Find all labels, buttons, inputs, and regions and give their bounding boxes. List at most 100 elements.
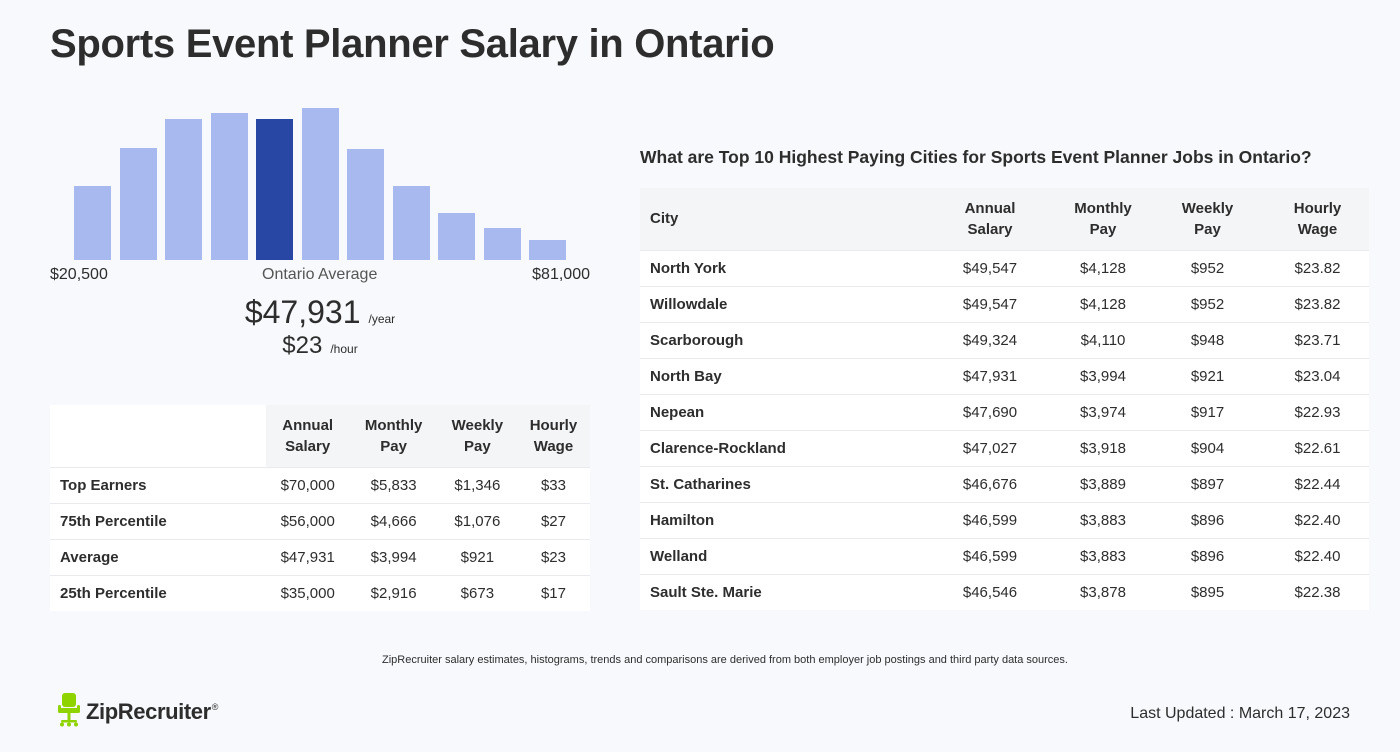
weekly-pay: $921 [437, 538, 517, 575]
hourly-wage: $23.71 [1266, 321, 1369, 358]
header-annual-salary: Annual Salary [266, 405, 350, 467]
weekly-pay: $952 [1149, 249, 1266, 286]
histogram-bar-average [256, 119, 293, 260]
average-annual-value: $47,931 [244, 294, 361, 330]
city-name: Nepean [640, 393, 923, 430]
annual-salary: $47,931 [266, 538, 350, 575]
weekly-pay: $895 [1149, 573, 1266, 610]
city-row: North York $49,547 $4,128 $952 $23.82 [640, 249, 1369, 286]
monthly-pay: $4,128 [1057, 249, 1149, 286]
weekly-pay: $896 [1149, 537, 1266, 574]
histogram-range-max: $81,000 [532, 266, 590, 283]
weekly-pay: $896 [1149, 501, 1266, 538]
header-weekly-pay: Weekly Pay [437, 405, 517, 467]
annual-salary: $49,547 [923, 249, 1057, 286]
city-row: Hamilton $46,599 $3,883 $896 $22.40 [640, 501, 1369, 538]
monthly-pay: $3,918 [1057, 429, 1149, 466]
weekly-pay: $897 [1149, 465, 1266, 502]
annual-salary: $56,000 [266, 502, 350, 539]
monthly-pay: $3,883 [1057, 537, 1149, 574]
city-name: St. Catharines [640, 465, 923, 502]
weekly-pay: $952 [1149, 285, 1266, 322]
header-blank [50, 405, 266, 467]
average-hourly-value: $23 [282, 332, 323, 359]
histogram-bar [529, 240, 566, 260]
salary-histogram [50, 100, 590, 260]
hourly-wage: $22.40 [1266, 501, 1369, 538]
hourly-wage: $23.04 [1266, 357, 1369, 394]
data-source-note: ZipRecruiter salary estimates, histogram… [382, 654, 1068, 666]
weekly-pay: $921 [1149, 357, 1266, 394]
hourly-wage: $22.38 [1266, 573, 1369, 610]
city-row: North Bay $47,931 $3,994 $921 $23.04 [640, 357, 1369, 394]
city-name: Sault Ste. Marie [640, 573, 923, 610]
ziprecruiter-logo[interactable]: ZipRecruiter ® [58, 692, 219, 732]
weekly-pay: $673 [437, 574, 517, 611]
histogram-bar [165, 119, 202, 260]
average-annual: $47,931/year [0, 294, 640, 331]
annual-salary: $49,547 [923, 285, 1057, 322]
histogram-bar [483, 228, 521, 260]
header-weekly-pay: Weekly Pay [1149, 188, 1266, 250]
average-hourly: $23/hour [0, 332, 640, 360]
city-row: Sault Ste. Marie $46,546 $3,878 $895 $22.38 [640, 573, 1369, 610]
hourly-wage: $22.61 [1266, 429, 1369, 466]
annual-salary: $46,599 [923, 501, 1057, 538]
city-row: Welland $46,599 $3,883 $896 $22.40 [640, 537, 1369, 574]
city-name: Welland [640, 537, 923, 574]
city-row: Nepean $47,690 $3,974 $917 $22.93 [640, 393, 1369, 430]
annual-salary: $49,324 [923, 321, 1057, 358]
annual-salary: $47,931 [923, 357, 1057, 394]
histogram-bar [347, 149, 384, 260]
last-updated: Last Updated : March 17, 2023 [1130, 705, 1350, 722]
histogram-average-label: Ontario Average [262, 266, 378, 283]
chair-icon [58, 692, 80, 732]
hourly-wage: $27 [516, 502, 590, 539]
city-name: Hamilton [640, 501, 923, 538]
monthly-pay: $3,994 [1057, 357, 1149, 394]
percentile-row: 75th Percentile $56,000 $4,666 $1,076 $27 [50, 502, 590, 539]
logo-wordmark: ZipRecruiter [86, 699, 211, 724]
average-annual-unit: /year [368, 312, 396, 326]
percentile-table-header: Annual Salary Monthly Pay Weekly Pay Hourly… [50, 405, 590, 467]
monthly-pay: $4,128 [1057, 285, 1149, 322]
header-monthly-pay: Monthly Pay [1057, 188, 1149, 250]
hourly-wage: $23.82 [1266, 285, 1369, 322]
monthly-pay: $3,889 [1057, 465, 1149, 502]
percentile-table: Annual Salary Monthly Pay Weekly Pay Hourly… [50, 405, 590, 611]
annual-salary: $35,000 [266, 574, 350, 611]
weekly-pay: $948 [1149, 321, 1266, 358]
hourly-wage: $22.44 [1266, 465, 1369, 502]
annual-salary: $47,690 [923, 393, 1057, 430]
histogram-range-min: $20,500 [50, 266, 108, 283]
monthly-pay: $3,994 [349, 538, 438, 575]
monthly-pay: $2,916 [349, 574, 438, 611]
monthly-pay: $3,878 [1057, 573, 1149, 610]
histogram-bar [119, 148, 157, 260]
histogram-bar [392, 186, 430, 260]
city-name: North York [640, 249, 923, 286]
header-city: City [640, 188, 923, 250]
header-hourly-wage: Hourly Wage [516, 405, 590, 467]
row-label: 25th Percentile [50, 574, 266, 611]
row-label: Top Earners [50, 466, 266, 503]
hourly-wage: $22.93 [1266, 393, 1369, 430]
hourly-wage: $23.82 [1266, 249, 1369, 286]
city-row: Willowdale $49,547 $4,128 $952 $23.82 [640, 285, 1369, 322]
annual-salary: $47,027 [923, 429, 1057, 466]
average-hourly-unit: /hour [330, 342, 358, 356]
hourly-wage: $33 [516, 466, 590, 503]
monthly-pay: $4,110 [1057, 321, 1149, 358]
weekly-pay: $1,346 [437, 466, 517, 503]
city-name: Willowdale [640, 285, 923, 322]
city-name: North Bay [640, 357, 923, 394]
registered-mark: ® [211, 702, 219, 712]
hourly-wage: $22.40 [1266, 537, 1369, 574]
weekly-pay: $1,076 [437, 502, 517, 539]
annual-salary: $46,676 [923, 465, 1057, 502]
percentile-row: Top Earners $70,000 $5,833 $1,346 $33 [50, 466, 590, 503]
annual-salary: $46,546 [923, 573, 1057, 610]
histogram-bar [301, 108, 339, 260]
monthly-pay: $4,666 [349, 502, 438, 539]
header-monthly-pay: Monthly Pay [349, 405, 438, 467]
